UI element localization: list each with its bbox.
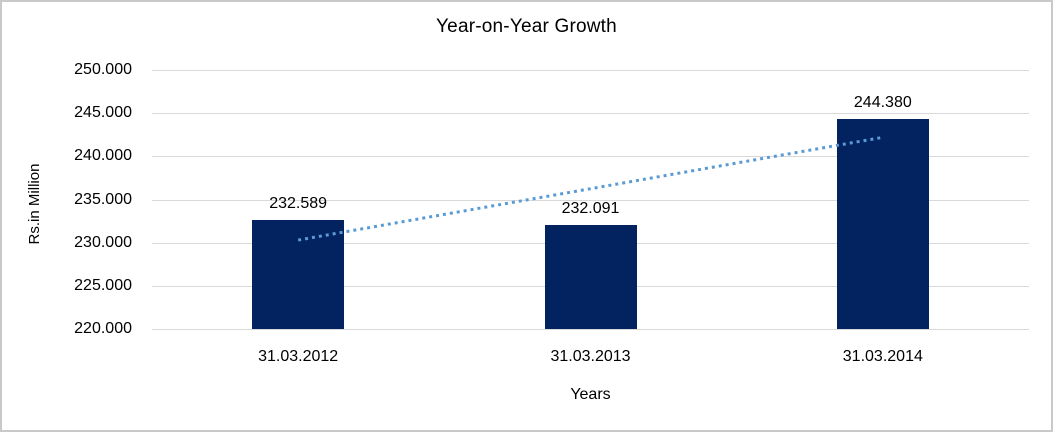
x-tick-label: 31.03.2012 xyxy=(258,348,339,365)
y-tick-label: 250.000 xyxy=(74,61,132,78)
x-tick-label: 31.03.2013 xyxy=(550,348,631,365)
x-tick-label: 31.03.2014 xyxy=(842,348,923,365)
gridline xyxy=(152,329,1029,330)
y-tick-label: 240.000 xyxy=(74,147,132,165)
gridline xyxy=(152,113,1029,115)
y-tick-label: 245.000 xyxy=(74,104,132,122)
x-axis-title: Years xyxy=(570,386,611,403)
chart-title: Year-on-Year Growth xyxy=(436,16,617,37)
y-tick-label: 235.000 xyxy=(74,190,132,208)
y-tick-label: 225.000 xyxy=(74,276,132,294)
bar-value-label: 232.091 xyxy=(561,199,620,217)
gridline xyxy=(152,70,1029,71)
bar-value-label: 232.589 xyxy=(269,195,328,213)
bar xyxy=(544,224,637,329)
bar xyxy=(836,118,929,329)
bar xyxy=(252,220,345,329)
bar-value-label: 244.380 xyxy=(853,93,912,111)
y-tick-label: 220.000 xyxy=(74,320,132,337)
y-tick-label: 230.000 xyxy=(74,233,132,251)
